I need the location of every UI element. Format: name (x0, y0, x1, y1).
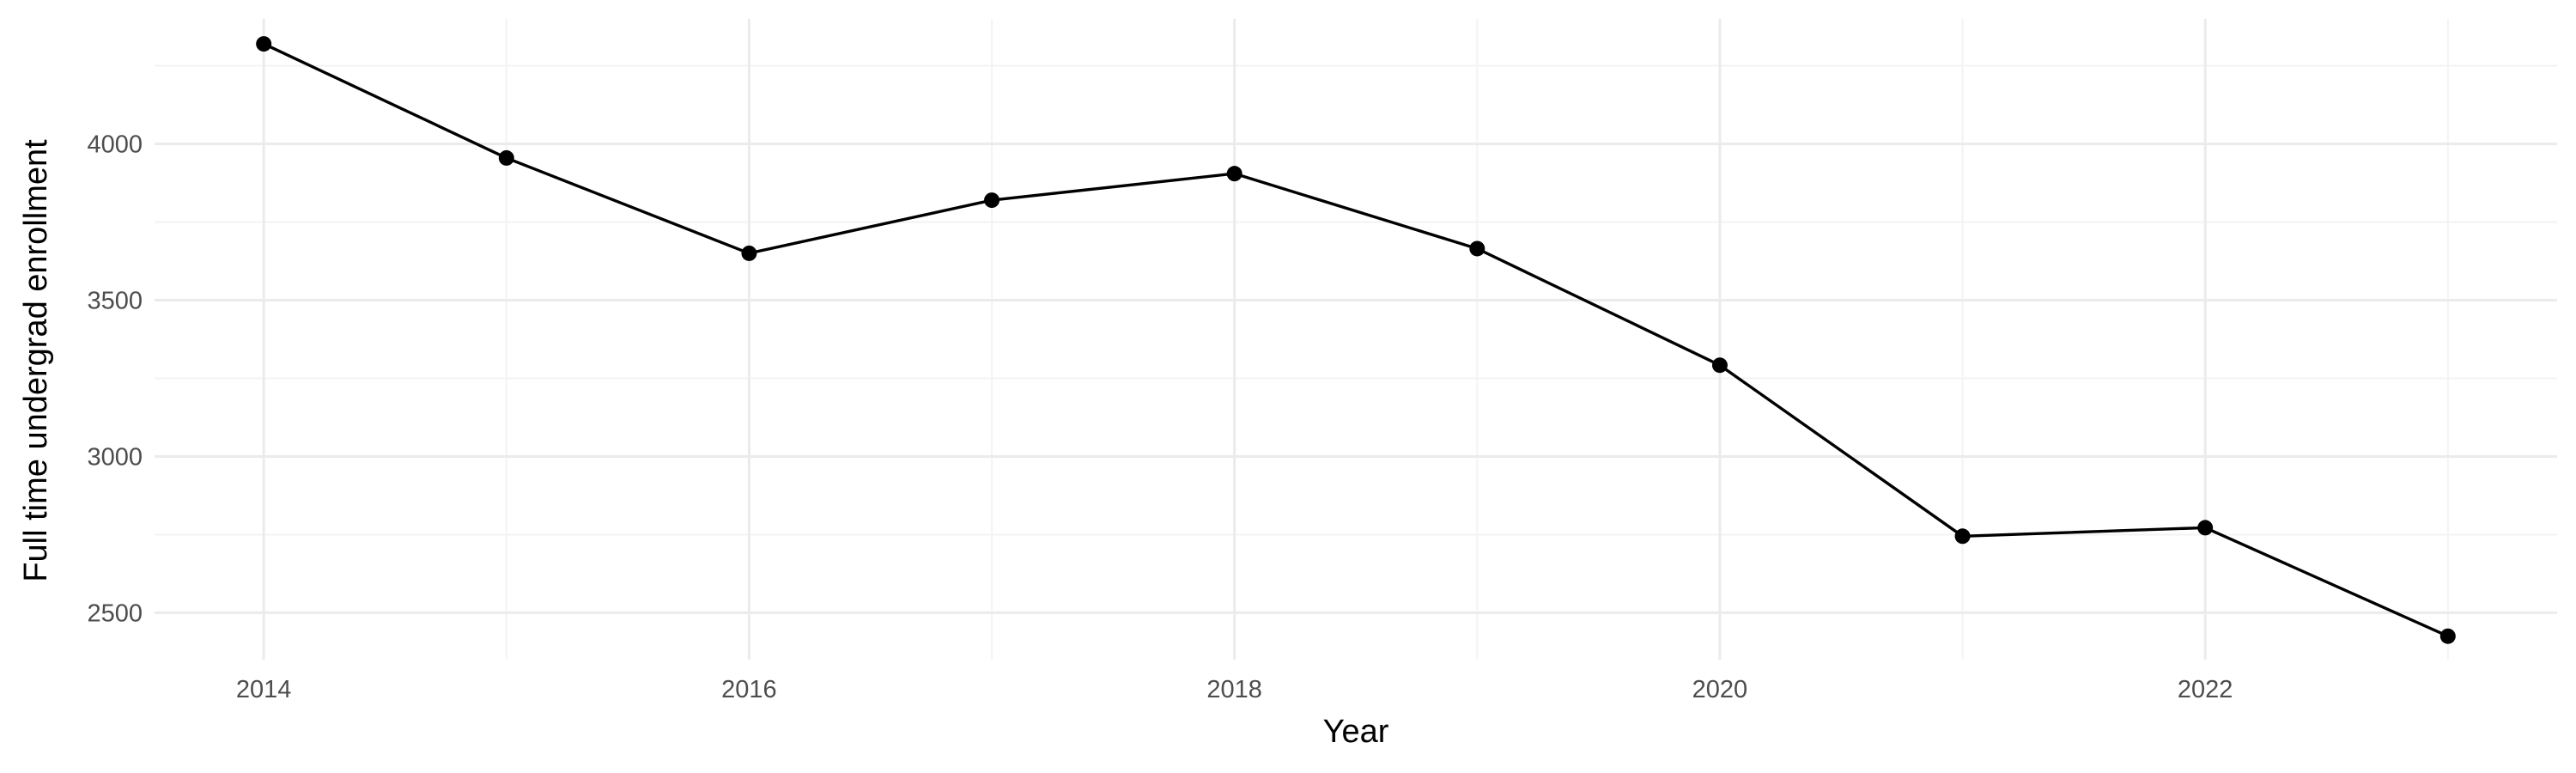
y-axis-tick-labels: 2500 3000 3500 4000 (87, 131, 143, 628)
y-tick-label: 2500 (87, 600, 143, 627)
x-tick-label: 2020 (1692, 676, 1748, 703)
x-tick-label: 2022 (2178, 676, 2233, 703)
y-tick-label: 3500 (87, 288, 143, 315)
x-tick-label: 2018 (1206, 676, 1262, 703)
data-point (741, 245, 757, 261)
data-point (2197, 520, 2214, 536)
y-axis-title: Full time undergrad enrollment (18, 139, 54, 582)
data-point (1711, 357, 1728, 374)
x-axis-title: Year (1323, 714, 1389, 750)
grid (155, 19, 2557, 660)
series-line (263, 42, 2449, 638)
y-tick-label: 3000 (87, 443, 143, 471)
data-point (1469, 240, 1485, 257)
data-point (1954, 528, 1971, 545)
data-point (498, 149, 514, 166)
data-point (1226, 166, 1242, 182)
series-layer (256, 36, 2456, 644)
data-point (984, 192, 1000, 209)
x-axis-tick-labels: 2014 2016 2018 2020 2022 (236, 676, 2233, 703)
y-tick-label: 4000 (87, 131, 143, 159)
x-tick-label: 2014 (236, 676, 292, 703)
data-point (2439, 628, 2456, 644)
data-point (256, 36, 272, 52)
x-tick-label: 2016 (721, 676, 777, 703)
